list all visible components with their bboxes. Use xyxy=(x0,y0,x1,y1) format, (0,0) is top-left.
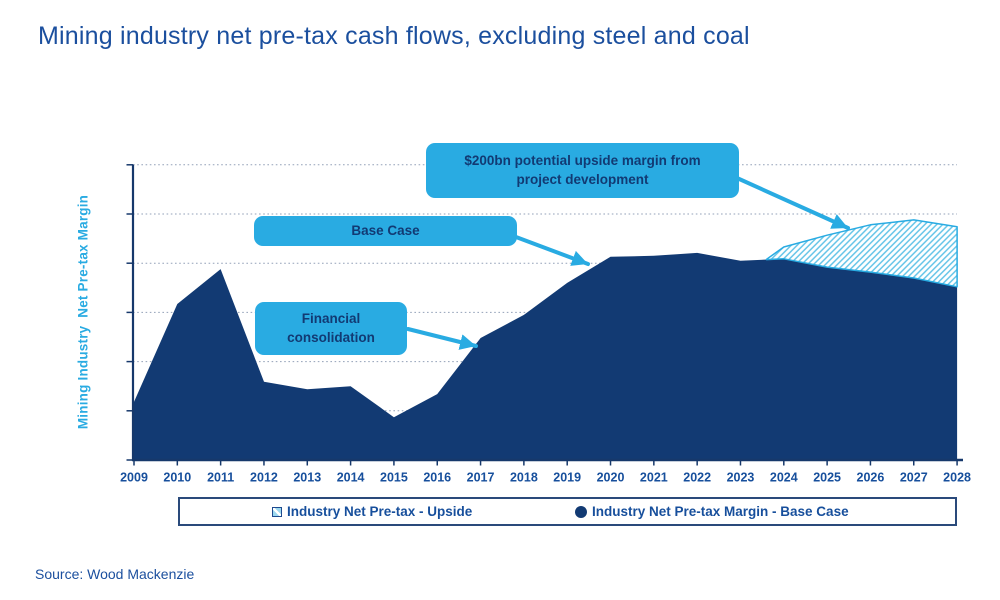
annotation-arrow xyxy=(406,327,478,350)
upside-swatch-icon xyxy=(272,506,282,517)
annotation-arrow xyxy=(514,235,590,266)
x-tick-label: 2019 xyxy=(553,471,581,485)
legend-item-base-case-label: Industry Net Pre-tax Margin - Base Case xyxy=(592,504,849,519)
x-tick-label: 2022 xyxy=(683,471,711,485)
x-tick-label: 2018 xyxy=(510,471,538,485)
page-title: Mining industry net pre-tax cash flows, … xyxy=(38,22,750,50)
x-tick-label: 2024 xyxy=(770,471,798,485)
x-tick-label: 2026 xyxy=(857,471,885,485)
callout-upside-note: $200bn potential upside margin from proj… xyxy=(426,143,739,198)
x-tick-label: 2027 xyxy=(900,471,928,485)
legend-item-upside: Industry Net Pre-tax - Upside xyxy=(272,499,472,524)
callout-base-case-text: Base Case xyxy=(351,222,420,238)
x-tick-label: 2015 xyxy=(380,471,408,485)
legend: Industry Net Pre-tax - Upside Industry N… xyxy=(178,497,957,526)
x-tick-label: 2023 xyxy=(727,471,755,485)
base-case-swatch-icon xyxy=(575,505,587,518)
upside-area xyxy=(765,219,958,288)
x-tick-label: 2012 xyxy=(250,471,278,485)
callout-financial-consolidation: Financial consolidation xyxy=(255,302,407,355)
legend-item-upside-label: Industry Net Pre-tax - Upside xyxy=(287,504,473,519)
callout-upside-text: $200bn potential upside margin from proj… xyxy=(464,153,701,187)
callout-financial-text: Financial consolidation xyxy=(287,311,375,345)
x-tick-label: 2020 xyxy=(597,471,625,485)
annotation-arrow xyxy=(735,176,850,230)
x-tick-label: 2009 xyxy=(120,471,148,485)
x-tick-label: 2010 xyxy=(163,471,191,485)
y-axis-title: Mining Industry Net Pre-tax Margin xyxy=(75,194,91,430)
x-tick-label: 2028 xyxy=(943,471,971,485)
x-tick-label: 2017 xyxy=(467,471,495,485)
x-tick-label: 2021 xyxy=(640,471,668,485)
x-tick-label: 2013 xyxy=(293,471,321,485)
x-tick-label: 2016 xyxy=(423,471,451,485)
base-case-area xyxy=(133,252,958,460)
callout-base-case: Base Case xyxy=(254,216,517,246)
x-tick-label: 2011 xyxy=(207,471,234,485)
source-attribution: Source: Wood Mackenzie xyxy=(35,566,195,582)
x-tick-label: 2014 xyxy=(337,471,365,485)
x-tick-label: 2025 xyxy=(813,471,841,485)
legend-item-base-case: Industry Net Pre-tax Margin - Base Case xyxy=(575,499,849,524)
